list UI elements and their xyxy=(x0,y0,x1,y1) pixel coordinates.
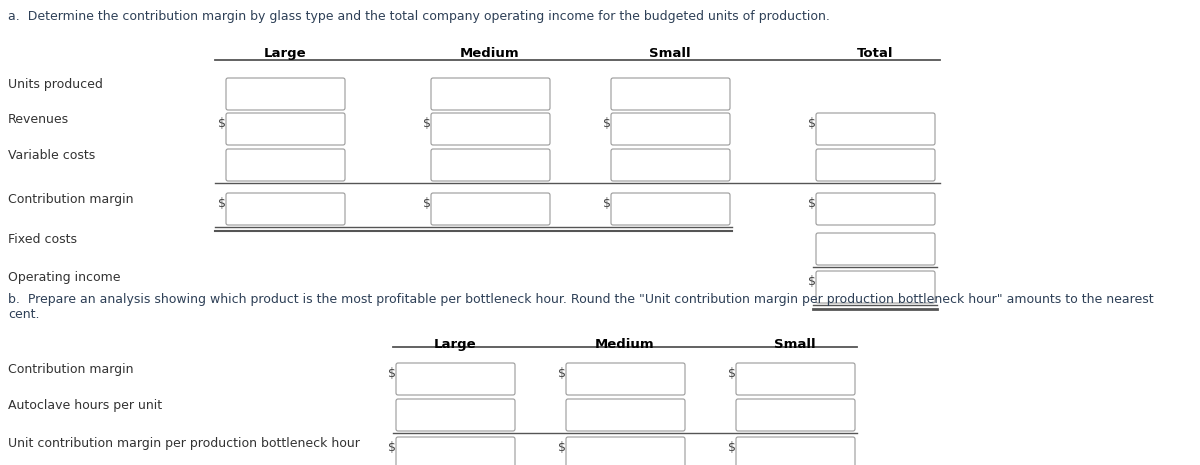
FancyBboxPatch shape xyxy=(816,233,935,265)
Text: Revenues: Revenues xyxy=(8,113,70,126)
Text: cent.: cent. xyxy=(8,308,40,321)
Text: Medium: Medium xyxy=(460,47,520,60)
Text: Contribution margin: Contribution margin xyxy=(8,193,133,206)
Text: $: $ xyxy=(808,197,816,210)
Text: Total: Total xyxy=(857,47,893,60)
FancyBboxPatch shape xyxy=(396,437,515,465)
Text: $: $ xyxy=(604,197,611,210)
FancyBboxPatch shape xyxy=(226,78,346,110)
Text: Small: Small xyxy=(649,47,691,60)
FancyBboxPatch shape xyxy=(816,193,935,225)
Text: $: $ xyxy=(424,117,431,130)
Text: Medium: Medium xyxy=(595,338,655,351)
FancyBboxPatch shape xyxy=(736,399,854,431)
Text: $: $ xyxy=(388,441,396,454)
FancyBboxPatch shape xyxy=(566,363,685,395)
FancyBboxPatch shape xyxy=(816,113,935,145)
FancyBboxPatch shape xyxy=(611,78,730,110)
Text: Large: Large xyxy=(433,338,476,351)
Text: $: $ xyxy=(808,275,816,288)
Text: b.  Prepare an analysis showing which product is the most profitable per bottlen: b. Prepare an analysis showing which pro… xyxy=(8,293,1153,306)
Text: $: $ xyxy=(218,197,226,210)
Text: Units produced: Units produced xyxy=(8,78,103,91)
Text: Fixed costs: Fixed costs xyxy=(8,233,77,246)
Text: Large: Large xyxy=(264,47,306,60)
FancyBboxPatch shape xyxy=(611,113,730,145)
FancyBboxPatch shape xyxy=(431,78,550,110)
Text: Unit contribution margin per production bottleneck hour: Unit contribution margin per production … xyxy=(8,437,360,450)
FancyBboxPatch shape xyxy=(396,399,515,431)
FancyBboxPatch shape xyxy=(226,193,346,225)
Text: a.  Determine the contribution margin by glass type and the total company operat: a. Determine the contribution margin by … xyxy=(8,10,830,23)
Text: $: $ xyxy=(218,117,226,130)
Text: $: $ xyxy=(728,441,736,454)
Text: $: $ xyxy=(424,197,431,210)
FancyBboxPatch shape xyxy=(816,149,935,181)
Text: $: $ xyxy=(558,367,566,380)
FancyBboxPatch shape xyxy=(736,437,854,465)
Text: $: $ xyxy=(558,441,566,454)
FancyBboxPatch shape xyxy=(816,271,935,303)
FancyBboxPatch shape xyxy=(396,363,515,395)
FancyBboxPatch shape xyxy=(566,399,685,431)
Text: $: $ xyxy=(808,117,816,130)
FancyBboxPatch shape xyxy=(566,437,685,465)
Text: Variable costs: Variable costs xyxy=(8,149,95,162)
Text: Operating income: Operating income xyxy=(8,271,120,284)
Text: Contribution margin: Contribution margin xyxy=(8,363,133,376)
FancyBboxPatch shape xyxy=(226,149,346,181)
FancyBboxPatch shape xyxy=(431,149,550,181)
Text: $: $ xyxy=(604,117,611,130)
FancyBboxPatch shape xyxy=(431,113,550,145)
Text: Autoclave hours per unit: Autoclave hours per unit xyxy=(8,399,162,412)
Text: Small: Small xyxy=(774,338,816,351)
Text: $: $ xyxy=(728,367,736,380)
FancyBboxPatch shape xyxy=(431,193,550,225)
FancyBboxPatch shape xyxy=(226,113,346,145)
Text: $: $ xyxy=(388,367,396,380)
FancyBboxPatch shape xyxy=(611,193,730,225)
FancyBboxPatch shape xyxy=(611,149,730,181)
FancyBboxPatch shape xyxy=(736,363,854,395)
